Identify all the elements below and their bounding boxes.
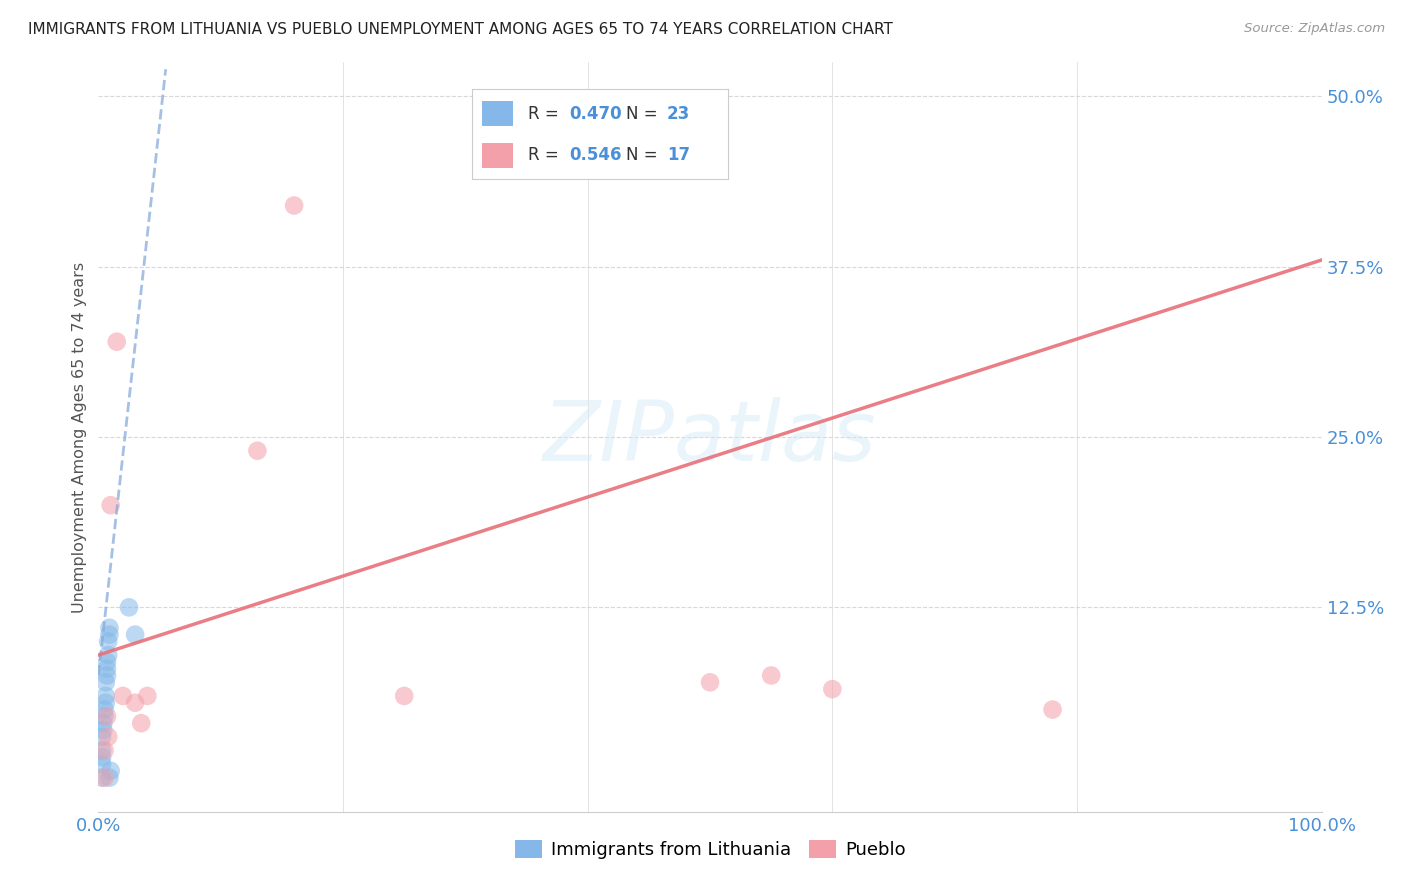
Point — [94, 696, 117, 710]
Point — [699, 675, 721, 690]
Point — [94, 689, 117, 703]
Point — [98, 627, 121, 641]
Point — [98, 621, 121, 635]
Point — [124, 627, 146, 641]
Point — [96, 668, 118, 682]
Point — [124, 696, 146, 710]
Point — [94, 675, 117, 690]
Text: Source: ZipAtlas.com: Source: ZipAtlas.com — [1244, 22, 1385, 36]
Point — [91, 743, 114, 757]
Point — [246, 443, 269, 458]
Point — [96, 709, 118, 723]
Point — [392, 689, 416, 703]
Point — [93, 702, 115, 716]
Y-axis label: Unemployment Among Ages 65 to 74 years: Unemployment Among Ages 65 to 74 years — [72, 261, 87, 613]
Point — [761, 668, 783, 682]
Legend: Immigrants from Lithuania, Pueblo: Immigrants from Lithuania, Pueblo — [508, 832, 912, 866]
Point — [136, 689, 159, 703]
Point — [91, 750, 114, 764]
Point — [93, 743, 115, 757]
Point — [93, 771, 115, 785]
Point — [91, 757, 114, 772]
Point — [111, 689, 134, 703]
Point — [129, 716, 152, 731]
Point — [96, 662, 118, 676]
Point — [97, 634, 120, 648]
Point — [105, 334, 128, 349]
Point — [97, 648, 120, 662]
Point — [821, 682, 844, 697]
Point — [98, 771, 121, 785]
Point — [283, 198, 305, 212]
Point — [93, 709, 115, 723]
Point — [91, 723, 114, 737]
Point — [118, 600, 141, 615]
Point — [96, 655, 118, 669]
Point — [91, 730, 114, 744]
Point — [91, 716, 114, 731]
Point — [91, 771, 114, 785]
Point — [97, 730, 120, 744]
Point — [100, 764, 122, 778]
Text: IMMIGRANTS FROM LITHUANIA VS PUEBLO UNEMPLOYMENT AMONG AGES 65 TO 74 YEARS CORRE: IMMIGRANTS FROM LITHUANIA VS PUEBLO UNEM… — [28, 22, 893, 37]
Point — [100, 498, 122, 512]
Text: ZIPatlas: ZIPatlas — [543, 397, 877, 477]
Point — [1042, 702, 1064, 716]
